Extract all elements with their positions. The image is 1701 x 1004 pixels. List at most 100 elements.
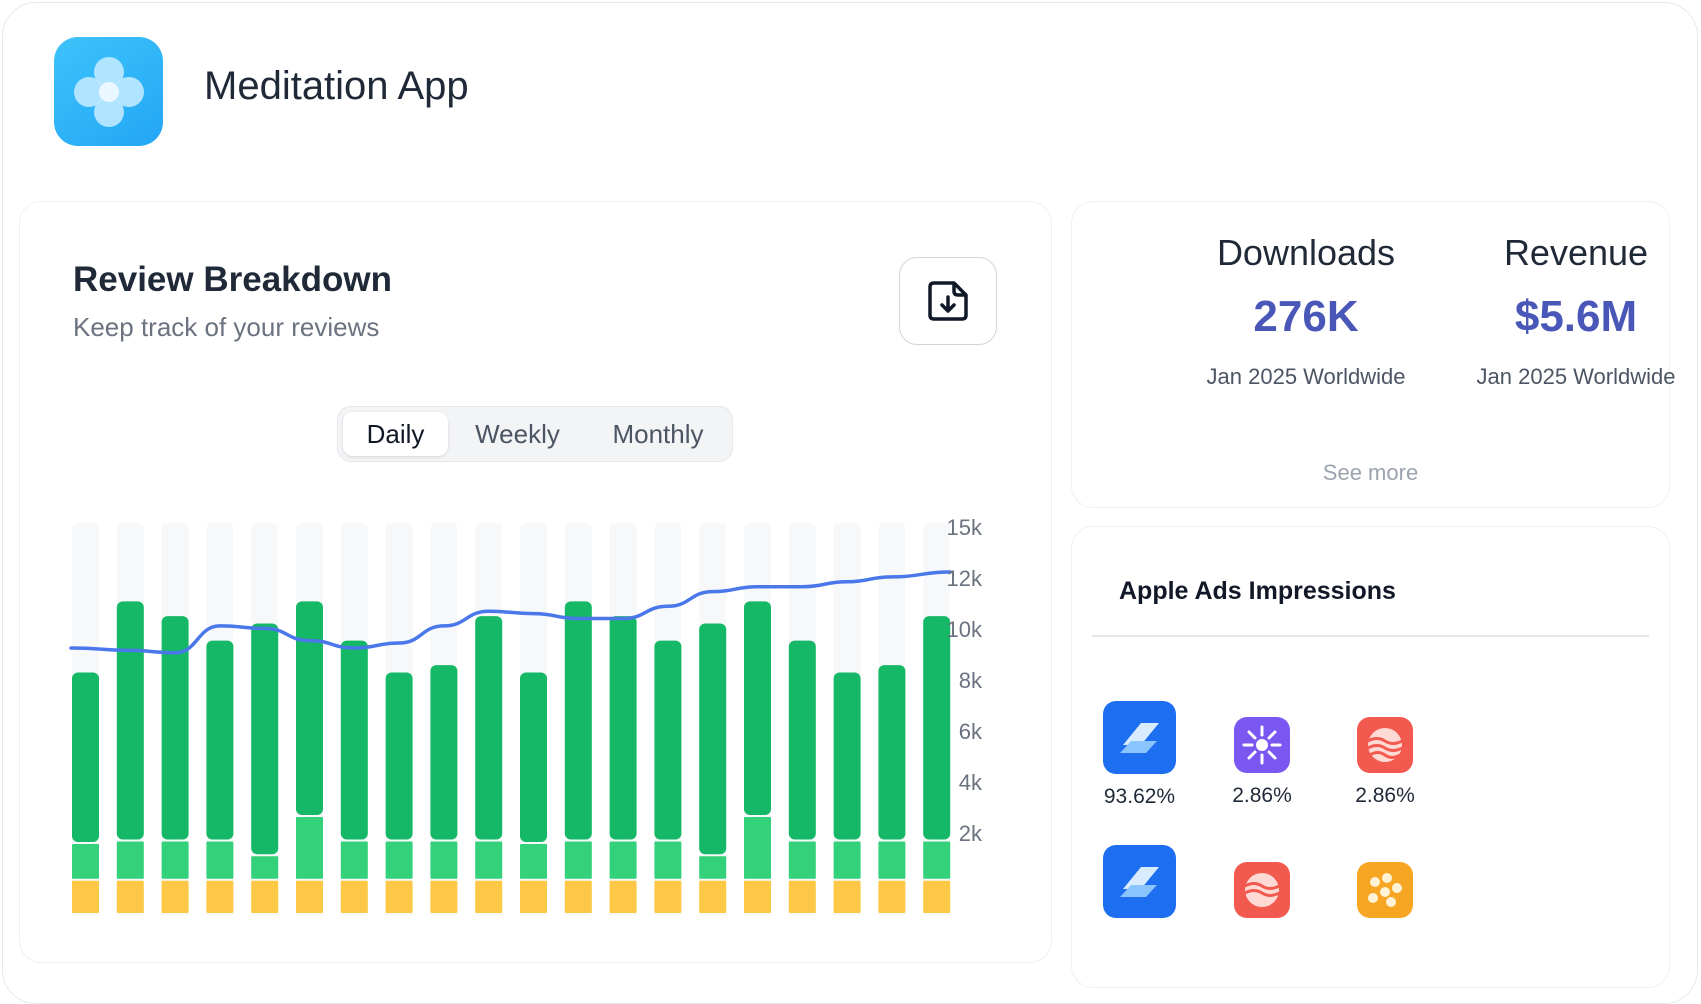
y-tick-label: 6k: [959, 719, 983, 744]
bar-segment: [430, 880, 458, 913]
bar-segment: [878, 841, 906, 879]
bar-segment: [788, 841, 816, 879]
bar-segment: [654, 841, 682, 879]
ad-item[interactable]: [1345, 862, 1425, 923]
bar-segment: [564, 880, 592, 913]
tab-weekly[interactable]: Weekly: [475, 419, 560, 449]
bar-segment: [609, 880, 637, 913]
bar-segment: [72, 880, 99, 913]
ad-item[interactable]: 2.86%: [1345, 717, 1425, 808]
y-tick-label: 15k: [947, 515, 983, 540]
tab-daily[interactable]: Daily: [343, 412, 448, 456]
coral-wave-icon: [1357, 717, 1413, 773]
bar-segment: [72, 672, 99, 842]
bar-segment: [654, 880, 682, 913]
bar-segment: [296, 880, 323, 913]
blue-stack-icon: [1103, 845, 1176, 918]
bar-segment: [520, 672, 547, 842]
ad-percentage: 93.62%: [1103, 785, 1176, 808]
app-title: Meditation App: [204, 64, 469, 108]
trend-line: [69, 570, 952, 655]
y-tick-label: 4k: [959, 770, 983, 795]
bar-segment: [699, 856, 727, 879]
bar-segment: [654, 640, 682, 840]
bar-segment: [520, 843, 547, 879]
y-tick-label: 2k: [959, 821, 983, 846]
downloads-revenue-card: Downloads 276K Jan 2025 Worldwide Revenu…: [1071, 201, 1675, 508]
downloads-stat: Downloads 276K Jan 2025 Worldwide: [1176, 232, 1436, 390]
ad-item[interactable]: 93.62%: [1092, 701, 1187, 809]
bar-segment: [161, 841, 189, 879]
bar-segment: [161, 880, 189, 913]
review-title: Review Breakdown: [73, 260, 392, 299]
bar-segment: [161, 616, 189, 840]
bar-segment: [206, 880, 234, 913]
downloads-value: 276K: [1253, 292, 1359, 341]
bar-segment: [340, 640, 368, 840]
bar-segment: [340, 880, 368, 913]
bar-segment: [788, 640, 816, 840]
revenue-stat: Revenue $5.6M Jan 2025 Worldwide: [1446, 232, 1701, 390]
bar-segment: [878, 880, 906, 913]
bar-segment: [251, 880, 279, 913]
bar-segment: [520, 880, 547, 913]
bar-segment: [923, 841, 951, 879]
y-tick-label: 10k: [947, 617, 983, 642]
bar-segment: [430, 841, 458, 879]
bar-segment: [744, 817, 771, 879]
y-tick-label: 12k: [947, 566, 983, 591]
bar-segment: [833, 841, 861, 879]
bar-segment: [609, 841, 637, 879]
blue-stack-icon: [1103, 701, 1176, 774]
ad-item[interactable]: [1222, 862, 1302, 923]
bar-segment: [251, 856, 279, 879]
bar-segment: [744, 880, 771, 913]
bar-segment: [609, 616, 637, 840]
bar-segment: [385, 841, 413, 879]
bar-segment: [296, 601, 323, 815]
bar-segment: [475, 880, 503, 913]
period-segmented-control: Daily Weekly Monthly: [337, 406, 733, 462]
revenue-value: $5.6M: [1514, 292, 1638, 341]
coral-wave-icon: [1234, 862, 1290, 918]
ad-item[interactable]: 2.86%: [1222, 717, 1302, 808]
ad-percentage: 2.86%: [1232, 784, 1292, 807]
bar-segment: [385, 672, 413, 840]
revenue-period: Jan 2025 Worldwide: [1476, 364, 1676, 389]
app-logo-icon: [54, 37, 163, 146]
bar-segment: [923, 880, 951, 913]
bar-segment: [206, 841, 234, 879]
bar-segment: [564, 601, 592, 840]
export-button[interactable]: [899, 257, 997, 345]
bar-segment: [385, 880, 413, 913]
bar-segment: [430, 665, 458, 840]
bar-segment: [116, 841, 144, 879]
download-file-icon: [928, 281, 968, 321]
see-more-link[interactable]: See more: [1322, 460, 1419, 485]
bar-segment: [699, 880, 727, 913]
bar-segment: [833, 880, 861, 913]
bar-segment: [878, 665, 906, 840]
ad-item[interactable]: [1092, 845, 1187, 923]
tab-monthly[interactable]: Monthly: [612, 419, 704, 449]
orange-pattern-icon: [1357, 862, 1413, 918]
bar-segment: [833, 672, 861, 840]
review-chart: 15k 12k 10k 8k 6k 4k 2k: [69, 515, 983, 915]
bar-segment: [251, 623, 279, 855]
bar-segment: [296, 817, 323, 879]
bar-segment: [699, 623, 727, 855]
bar-segment: [564, 841, 592, 879]
ads-title: Apple Ads Impressions: [1119, 577, 1396, 605]
downloads-label: Downloads: [1216, 232, 1396, 273]
ad-percentage: 2.86%: [1355, 784, 1415, 807]
bar-segment: [744, 601, 771, 815]
bar-segment: [206, 640, 234, 840]
revenue-label: Revenue: [1503, 232, 1649, 273]
apple-ads-card: Apple Ads Impressions 93.62% 2.86%: [1071, 526, 1670, 988]
bar-segment: [788, 880, 816, 913]
purple-sun-icon: [1234, 717, 1290, 773]
bar-segment: [923, 616, 951, 840]
bar-segment: [475, 616, 503, 840]
bar-segment: [116, 880, 144, 913]
bar-segment: [72, 843, 99, 879]
